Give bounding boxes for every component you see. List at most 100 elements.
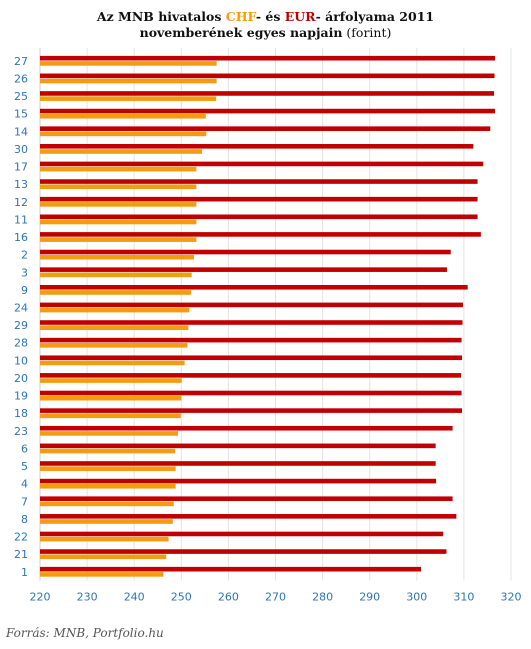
bar-eur — [40, 144, 474, 149]
bar-eur — [40, 179, 478, 184]
y-tick-label: 1 — [21, 566, 28, 579]
y-tick-label: 6 — [21, 442, 28, 455]
bar-chf — [40, 184, 197, 190]
bar-chf — [40, 554, 167, 560]
bar-eur — [40, 302, 463, 308]
x-tick-label: 260 — [218, 591, 239, 604]
y-tick-label: 23 — [14, 425, 28, 438]
bar-eur — [40, 108, 495, 114]
bar-eur — [40, 408, 463, 413]
bar-chf — [40, 131, 207, 137]
title-mid: - és — [255, 9, 285, 24]
bar-chf — [40, 78, 217, 84]
bar-eur — [40, 284, 468, 290]
x-tick-label: 320 — [501, 591, 522, 604]
bar-chf — [40, 519, 173, 524]
source-note: Forrás: MNB, Portfolio.hu — [6, 626, 164, 640]
bar-eur — [40, 55, 495, 61]
title-line2-unit: (forint) — [342, 25, 392, 40]
bar-eur — [40, 566, 422, 572]
chart-title-line-2: novemberének egyes napjain (forint) — [0, 25, 531, 40]
bar-eur — [40, 196, 478, 202]
bar-eur — [40, 267, 447, 272]
bar-eur — [40, 514, 457, 519]
y-tick-label: 7 — [21, 495, 28, 508]
bar-eur — [40, 478, 437, 484]
bar-chf — [40, 572, 164, 577]
title-prefix: Az MNB hivatalos — [96, 9, 226, 24]
y-tick-label: 4 — [21, 478, 28, 491]
chart-title-line-1: Az MNB hivatalos CHF- és EUR- árfolyama … — [0, 9, 531, 24]
y-tick-label: 30 — [14, 143, 28, 156]
bar-eur — [40, 232, 481, 237]
x-tick-label: 240 — [124, 591, 145, 604]
y-tick-label: 3 — [21, 266, 28, 279]
bar-chf — [40, 307, 190, 313]
bar-eur — [40, 337, 462, 343]
title-suffix: - árfolyama 2011 — [315, 9, 435, 24]
bar-eur — [40, 373, 462, 378]
bar-eur — [40, 249, 451, 255]
bar-eur — [40, 320, 463, 325]
y-tick-label: 18 — [14, 407, 28, 420]
y-tick-label: 17 — [14, 161, 28, 174]
bar-chf — [40, 378, 182, 383]
bar-chf — [40, 219, 197, 225]
y-tick-label: 15 — [14, 108, 28, 121]
x-tick-label: 220 — [30, 591, 51, 604]
bar-chf — [40, 113, 206, 119]
title-line2-bold: novemberének egyes napjain — [139, 25, 343, 40]
y-tick-label: 20 — [14, 372, 28, 385]
y-tick-label: 26 — [14, 72, 28, 85]
bars — [40, 55, 495, 577]
bar-chf — [40, 466, 176, 471]
bar-chf — [40, 290, 192, 295]
bar-chf — [40, 254, 195, 260]
bar-eur — [40, 531, 444, 537]
bar-eur — [40, 214, 478, 220]
bar-chf — [40, 448, 176, 454]
x-tick-label: 290 — [359, 591, 380, 604]
bar-chf — [40, 360, 185, 366]
x-tick-label: 300 — [406, 591, 427, 604]
bar-eur — [40, 461, 436, 466]
y-tick-label: 24 — [14, 301, 28, 314]
x-tick-label: 250 — [171, 591, 192, 604]
bar-chf — [40, 96, 217, 101]
y-tick-label: 19 — [14, 390, 28, 403]
title-eur-label: EUR — [284, 9, 316, 24]
bar-eur — [40, 161, 484, 167]
y-tick-label: 12 — [14, 196, 28, 209]
y-tick-label: 28 — [14, 337, 28, 350]
gridlines — [39, 48, 512, 581]
bar-eur — [40, 91, 495, 96]
bar-chf — [40, 395, 182, 401]
x-tick-label: 280 — [312, 591, 333, 604]
y-tick-label: 8 — [21, 513, 28, 526]
bar-chf — [40, 61, 217, 66]
bar-chf — [40, 343, 188, 348]
y-tick-label: 14 — [14, 125, 28, 138]
bar-eur — [40, 126, 491, 131]
bar-chf — [40, 325, 189, 331]
y-tick-label: 27 — [14, 55, 28, 68]
y-tick-label: 5 — [21, 460, 28, 473]
bar-eur — [40, 496, 453, 502]
title-chf-label: CHF — [225, 9, 256, 24]
y-tick-label: 16 — [14, 231, 28, 244]
bar-chf — [40, 431, 179, 436]
y-tick-label: 10 — [14, 354, 28, 367]
bar-eur — [40, 443, 436, 449]
bar-plot: 2726251514301713121116239242928102019182… — [14, 48, 522, 604]
y-tick-label: 29 — [14, 319, 28, 332]
bar-chf — [40, 166, 197, 172]
bar-chf — [40, 536, 169, 542]
bar-chf — [40, 202, 197, 207]
y-tick-label: 13 — [14, 178, 28, 191]
bar-eur — [40, 425, 453, 431]
y-tick-label: 25 — [14, 90, 28, 103]
bar-chf — [40, 413, 181, 419]
bar-chf — [40, 501, 174, 507]
y-axis-labels: 2726251514301713121116239242928102019182… — [14, 55, 28, 579]
